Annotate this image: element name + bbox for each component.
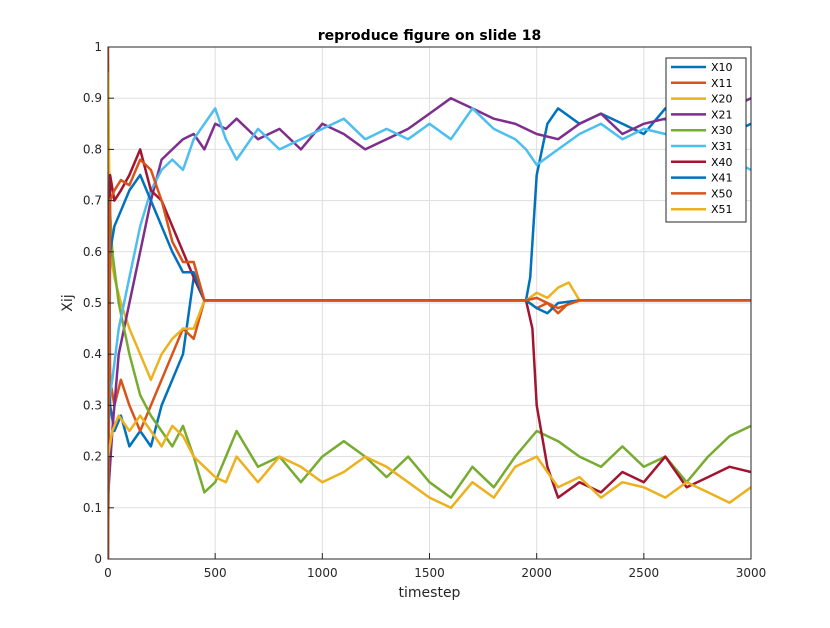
legend-label: X11 (711, 77, 733, 90)
x-tick-label: 3000 (736, 566, 767, 580)
series-line-x51 (108, 414, 751, 510)
legend-box (665, 57, 747, 223)
y-tick-label: 0.5 (83, 296, 102, 310)
ticks: 0 500 1000 1500 2000 2500 3000 0 0.1 0.2 0.3 0.4 0.5… (83, 40, 766, 580)
x-tick-label: 2000 (521, 566, 552, 580)
series-line-x31 (108, 107, 751, 407)
legend-label: X21 (711, 108, 733, 121)
chart-title: reproduce figure on slide 18 (318, 28, 542, 44)
x-tick-label: 500 (204, 566, 227, 580)
legend-label: X41 (711, 172, 733, 185)
y-tick-label: 0.9 (83, 91, 102, 105)
grid (108, 47, 751, 559)
x-tick-label: 2500 (629, 566, 660, 580)
y-tick-label: 1 (94, 40, 102, 54)
y-tick-label: 0.1 (83, 501, 102, 515)
legend-label: X31 (711, 140, 733, 153)
legend: X10 X11 X20 X21 X30 X31 X40 X41 X50 X51 (665, 57, 747, 223)
y-tick-label: 0.2 (83, 450, 102, 464)
series-line-x21 (108, 96, 751, 499)
legend-label: X40 (711, 156, 733, 169)
series-line-x30 (108, 173, 751, 499)
series-lines (108, 47, 751, 559)
legend-label: X51 (711, 203, 733, 216)
y-tick-label: 0.4 (83, 347, 102, 361)
y-tick-label: 0.3 (83, 398, 102, 412)
y-tick-label: 0 (94, 552, 102, 566)
legend-label: X20 (711, 93, 733, 106)
y-axis-label: Xij (60, 294, 76, 311)
x-axis-label: timestep (399, 585, 461, 601)
x-tick-label: 1000 (307, 566, 338, 580)
y-tick-label: 0.8 (83, 142, 102, 156)
legend-label: X30 (711, 124, 733, 137)
series-line-x50 (108, 158, 751, 559)
x-tick-label: 0 (104, 566, 112, 580)
y-tick-label: 0.7 (83, 194, 102, 208)
legend-label: X50 (711, 187, 733, 200)
legend-label: X10 (711, 61, 733, 74)
y-tick-label: 0.6 (83, 245, 102, 259)
x-tick-label: 1500 (414, 566, 445, 580)
